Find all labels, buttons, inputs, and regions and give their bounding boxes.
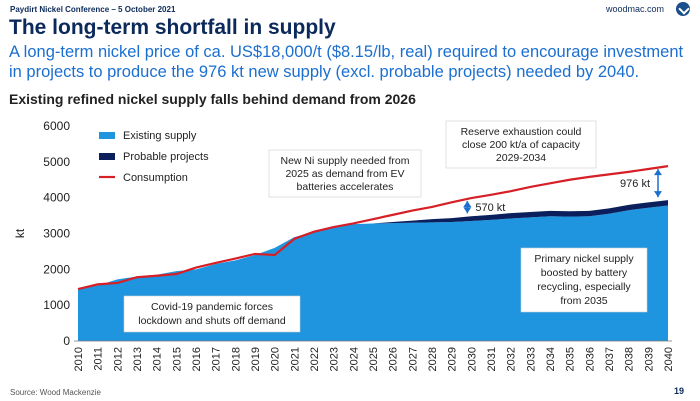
gap-arrow-head-top (463, 201, 472, 208)
x-tick-label: 2020 (270, 347, 282, 371)
annotation-text-recycling: recycling, especially (537, 281, 631, 293)
annotation-text-new-supply: 2025 as demand from EV (285, 168, 404, 180)
gap-value-label: 976 kt (620, 178, 650, 190)
x-tick-label: 2021 (289, 347, 301, 371)
x-tick-label: 2034 (545, 347, 557, 371)
x-tick-label: 2028 (427, 347, 439, 371)
x-tick-label: 2012 (112, 347, 124, 371)
x-tick-label: 2029 (447, 347, 459, 371)
y-tick-label: 0 (63, 334, 70, 348)
y-tick-label: 2000 (43, 262, 70, 276)
slide-subtitle: A long-term nickel price of ca. US$18,00… (9, 43, 684, 81)
probable-projects-area (78, 200, 668, 290)
gap-value-label: 570 kt (475, 202, 505, 214)
x-tick-label: 2038 (624, 347, 636, 371)
annotation-text-recycling: from 2035 (560, 295, 607, 307)
x-tick-label: 2018 (230, 347, 242, 371)
source-note: Source: Wood Mackenzie (10, 388, 102, 397)
y-tick-label: 6000 (43, 119, 70, 133)
x-tick-label: 2023 (329, 347, 341, 371)
annotation-text-reserve: close 200 kt/a of capacity (462, 139, 581, 151)
conference-label: Paydirt Nickel Conference – 5 October 20… (10, 5, 176, 14)
annotation-box-reserve (445, 120, 597, 169)
legend-label-probable-projects: Probable projects (123, 151, 209, 163)
slide-title: The long-term shortfall in supply (9, 16, 336, 39)
x-tick-label: 2032 (506, 347, 518, 371)
x-tick-label: 2037 (604, 347, 616, 371)
x-tick-label: 2027 (407, 347, 419, 371)
x-tick-label: 2014 (152, 347, 164, 371)
gap-arrow-head-top (654, 169, 662, 176)
consumption-line (77, 165, 669, 291)
x-tick-label: 2017 (211, 347, 223, 371)
x-tick-label: 2022 (309, 347, 321, 371)
legend-label-consumption: Consumption (123, 172, 188, 184)
x-tick-label: 2024 (348, 347, 360, 371)
x-tick-label: 2036 (584, 347, 596, 371)
x-tick-label: 2013 (132, 347, 144, 371)
gap-arrow-head-bottom (654, 191, 662, 198)
annotation-text-new-supply: batteries accelerates (297, 181, 394, 193)
y-axis-label: kt (13, 228, 27, 238)
top-bar: Paydirt Nickel Conference – 5 October 20… (0, 0, 700, 18)
x-tick-label: 2039 (643, 347, 655, 371)
annotation-box-new-supply (268, 149, 422, 198)
annotation-box-covid (123, 295, 301, 333)
y-tick-label: 1000 (43, 298, 70, 312)
page-number: 19 (673, 386, 684, 396)
x-tick-label: 2026 (388, 347, 400, 371)
y-tick-label: 3000 (43, 227, 70, 241)
x-tick-label: 2011 (93, 347, 105, 371)
wood-mackenzie-logo (676, 2, 690, 16)
x-tick-label: 2019 (250, 347, 262, 371)
annotation-text-recycling: Primary nickel supply (534, 253, 634, 265)
y-tick-label: 5000 (43, 155, 70, 169)
x-tick-label: 2031 (486, 347, 498, 371)
x-tick-label: 2040 (663, 347, 675, 371)
brand-url[interactable]: woodmac.com (605, 4, 664, 14)
legend-label-existing-supply: Existing supply (123, 130, 197, 142)
x-tick-label: 2010 (73, 347, 85, 371)
annotation-box-recycling (520, 247, 648, 313)
x-tick-label: 2035 (565, 347, 577, 371)
legend-swatch-existing-supply (99, 132, 115, 139)
gap-arrow-head-bottom (463, 207, 472, 214)
chart-title: Existing refined nickel supply falls beh… (9, 91, 416, 107)
x-tick-label: 2015 (171, 347, 183, 371)
annotation-text-new-supply: New Ni supply needed from (281, 155, 410, 167)
annotation-text-recycling: boosted by battery (541, 267, 628, 279)
x-tick-label: 2030 (466, 347, 478, 371)
annotation-text-reserve: Reserve exhaustion could (461, 126, 582, 138)
annotation-text-covid: lockdown and shuts off demand (138, 315, 286, 327)
legend-swatch-probable-projects (99, 153, 115, 160)
annotation-text-covid: Covid-19 pandemic forces (151, 301, 273, 313)
x-tick-label: 2016 (191, 347, 203, 371)
x-tick-label: 2025 (368, 347, 380, 371)
x-tick-label: 2033 (525, 347, 537, 371)
y-tick-label: 4000 (43, 191, 70, 205)
annotation-text-reserve: 2029-2034 (496, 152, 546, 164)
